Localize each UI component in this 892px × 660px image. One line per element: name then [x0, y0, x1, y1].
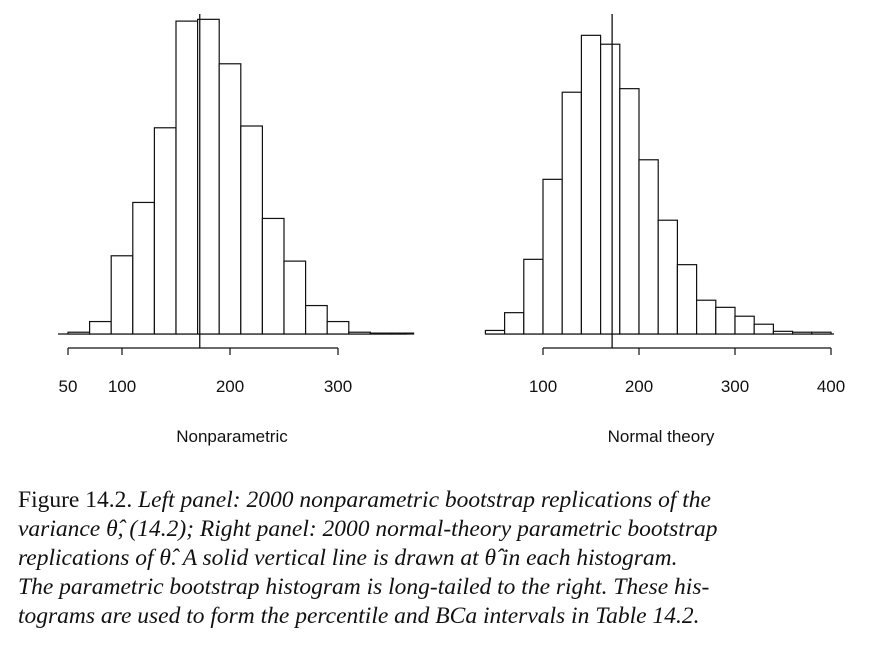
histogram-bar	[772, 330, 794, 335]
histogram-bar	[561, 91, 583, 335]
caption-line-2: variance θ̂, (14.2); Right panel: 2000 n…	[18, 516, 718, 542]
histogram-bar	[175, 20, 199, 335]
histogram-bar	[811, 331, 832, 335]
caption-line-3: replications of θ̂. A solid vertical lin…	[18, 545, 678, 571]
panel-label: Nonparametric	[176, 427, 288, 446]
histogram-bar	[676, 264, 698, 335]
histogram-bar	[110, 255, 134, 335]
histogram-bar	[715, 306, 736, 335]
histogram-bar	[791, 331, 813, 335]
x-tick-label: 300	[324, 377, 352, 396]
caption-line-5: tograms are used to form the percentile …	[18, 603, 700, 629]
caption-line-1: Figure 14.2. Left panel: 2000 nonparamet…	[18, 487, 711, 513]
histogram-bar	[734, 315, 755, 335]
histogram-bar	[580, 34, 602, 335]
histogram-bar	[753, 323, 775, 335]
figure-charts: 50 100 200 300 Nonparametric 100 200 300 400 Nor…	[58, 14, 845, 446]
figure-label: Figure 14.2.	[18, 487, 133, 513]
histogram-bar	[695, 299, 717, 335]
histogram-nonparametric: 50 100 200 300 Nonparametric	[58, 14, 415, 446]
x-tick-label: 200	[625, 377, 653, 396]
histogram-bar	[326, 320, 350, 335]
caption-line-4: The parametric bootstrap histogram is lo…	[18, 574, 710, 600]
x-tick-label: 200	[216, 377, 244, 396]
histogram-bar	[261, 217, 285, 335]
histogram-bar	[305, 304, 328, 335]
histogram-bar	[132, 201, 156, 335]
histogram-bar	[484, 329, 506, 335]
histogram-bar	[197, 18, 220, 335]
histogram-bar	[283, 260, 307, 335]
histogram-bar	[348, 331, 371, 335]
histogram-normal-theory: 100 200 300 400 Normal theory	[484, 14, 845, 446]
x-tick-label: 300	[721, 377, 749, 396]
histogram-bar	[391, 332, 415, 335]
figure-caption: Figure 14.2. Left panel: 2000 nonparamet…	[18, 486, 884, 631]
panel-label: Normal theory	[608, 427, 715, 446]
histogram-bar	[523, 258, 544, 335]
histogram-bar	[369, 332, 393, 335]
histogram-bar	[599, 43, 621, 335]
histogram-bar	[657, 219, 679, 335]
histogram-bar	[67, 331, 91, 335]
x-tick-label: 100	[108, 377, 136, 396]
histogram-bar	[638, 159, 659, 335]
histogram-bar	[218, 63, 242, 335]
histogram-bar	[504, 312, 525, 335]
histogram-bar	[88, 320, 112, 335]
histogram-bar	[542, 178, 563, 335]
histogram-bar	[153, 127, 177, 335]
x-tick-label: 100	[529, 377, 557, 396]
histogram-bar	[240, 125, 264, 335]
histogram-bar	[619, 88, 640, 335]
x-tick-label: 400	[817, 377, 845, 396]
x-tick-label: 50	[59, 377, 78, 396]
